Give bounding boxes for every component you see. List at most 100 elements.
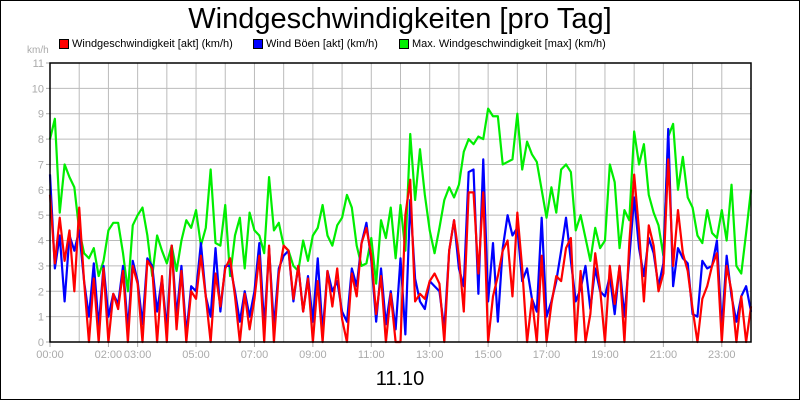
data-point-max xyxy=(195,209,197,211)
data-point-speed xyxy=(161,275,163,277)
x-tick-label: 19:00 xyxy=(591,349,619,361)
data-point-speed xyxy=(375,313,377,315)
data-point-speed xyxy=(682,252,684,255)
data-point-max xyxy=(565,163,567,166)
data-point-max xyxy=(355,244,358,247)
data-point-max xyxy=(83,252,85,255)
data-point-speed xyxy=(740,295,743,298)
data-point-gusts xyxy=(248,315,251,318)
data-point-speed xyxy=(136,282,139,285)
data-point-max xyxy=(725,239,728,242)
data-point-max xyxy=(706,209,708,211)
data-point-max xyxy=(146,234,149,237)
data-point-max xyxy=(711,232,713,234)
data-point-speed xyxy=(477,272,480,275)
data-point-max xyxy=(531,153,533,156)
data-point-speed xyxy=(78,206,81,209)
data-point-speed xyxy=(248,328,251,331)
data-point-gusts xyxy=(190,285,192,288)
data-point-max xyxy=(701,242,704,244)
data-point-speed xyxy=(701,298,704,300)
data-point-max xyxy=(102,260,105,262)
data-point-max xyxy=(672,123,674,125)
data-point-max xyxy=(716,237,718,239)
data-point-max xyxy=(273,229,275,232)
data-point-gusts xyxy=(492,242,494,244)
data-point-max xyxy=(346,194,348,196)
data-point-max xyxy=(292,265,295,267)
data-point-max xyxy=(584,237,587,239)
data-point-speed xyxy=(633,173,635,176)
data-point-max xyxy=(68,176,71,178)
data-point-max xyxy=(477,135,480,138)
data-point-max xyxy=(720,209,723,211)
data-point-speed xyxy=(618,265,621,267)
data-point-speed xyxy=(331,305,334,308)
data-point-max xyxy=(156,234,158,237)
data-point-gusts xyxy=(565,216,567,219)
data-point-speed xyxy=(691,308,694,310)
data-point-max xyxy=(652,211,655,214)
data-point-gusts xyxy=(200,242,202,244)
data-point-max xyxy=(93,247,95,249)
data-point-max xyxy=(243,267,246,270)
data-point-speed xyxy=(316,280,319,282)
data-point-speed xyxy=(686,270,689,272)
data-point-speed xyxy=(730,290,733,293)
data-point-max xyxy=(360,265,363,267)
data-point-max xyxy=(234,234,236,237)
data-point-gusts xyxy=(389,290,392,293)
data-point-max xyxy=(482,138,485,140)
data-point-speed xyxy=(716,252,718,255)
y-tick-label: 3 xyxy=(38,261,44,273)
y-tick-label: 7 xyxy=(38,159,44,171)
legend-swatch-green xyxy=(399,39,409,49)
legend-item-gusts: Wind Böen [akt] (km/h) xyxy=(253,38,378,50)
data-point-speed xyxy=(550,303,553,305)
data-point-max xyxy=(467,138,470,140)
data-point-max xyxy=(219,244,222,247)
legend-label: Wind Böen [akt] (km/h) xyxy=(266,38,378,50)
data-point-gusts xyxy=(433,285,436,288)
data-point-max xyxy=(686,196,689,199)
data-point-gusts xyxy=(102,265,105,267)
data-point-speed xyxy=(725,265,728,267)
data-point-gusts xyxy=(506,214,509,216)
data-point-max xyxy=(691,206,694,209)
legend-swatch-blue xyxy=(253,39,263,49)
data-point-gusts xyxy=(331,290,334,293)
data-point-gusts xyxy=(107,315,110,318)
y-tick-label: 10 xyxy=(32,83,44,95)
y-tick-label: 5 xyxy=(38,210,44,222)
data-point-max xyxy=(506,161,509,163)
data-point-max xyxy=(112,221,115,224)
x-tick-label: 02:00 xyxy=(95,349,123,361)
data-point-max xyxy=(492,115,494,118)
data-point-speed xyxy=(370,254,373,257)
data-point-gusts xyxy=(419,300,421,303)
x-tick-label: 21:00 xyxy=(650,349,678,361)
data-point-max xyxy=(58,211,61,214)
data-point-speed xyxy=(711,265,713,267)
data-point-max xyxy=(599,247,601,249)
y-tick-label: 6 xyxy=(38,185,44,197)
data-point-speed xyxy=(531,298,533,300)
data-point-max xyxy=(472,143,475,145)
data-point-speed xyxy=(662,272,665,275)
data-point-max xyxy=(589,260,592,262)
data-point-gusts xyxy=(472,168,475,171)
data-point-max xyxy=(550,186,553,189)
data-point-gusts xyxy=(482,158,485,161)
data-point-speed xyxy=(360,242,363,244)
data-point-speed xyxy=(589,313,592,315)
data-point-max xyxy=(613,181,616,184)
data-point-max xyxy=(263,252,265,255)
data-point-speed xyxy=(234,295,236,298)
data-point-speed xyxy=(73,290,76,293)
data-point-max xyxy=(326,234,329,237)
data-point-max xyxy=(623,209,626,211)
data-point-gusts xyxy=(351,267,353,270)
data-point-gusts xyxy=(243,290,246,293)
y-tick-label: 9 xyxy=(38,109,44,121)
data-point-speed xyxy=(497,275,499,277)
